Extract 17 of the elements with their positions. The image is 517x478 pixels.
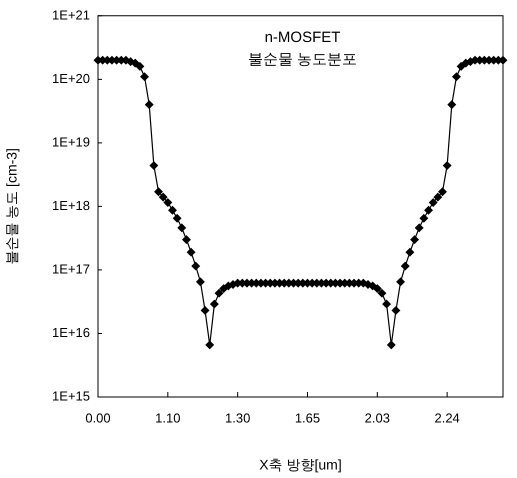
y-tick-label: 1E+15 — [52, 388, 90, 404]
x-tick-label: 0.00 — [85, 410, 111, 426]
text: n-MOSFET — [264, 28, 340, 46]
x-axis-title: X축 방향[um] — [259, 456, 342, 472]
y-tick-label: 1E+19 — [52, 134, 90, 150]
y-axis-title: 불순물 농도 [cm-3] — [3, 148, 20, 265]
x-tick-label: 1.30 — [225, 410, 250, 426]
x-tick-label: 2.24 — [434, 410, 460, 426]
text: 불순물 농도분포 — [248, 50, 358, 68]
y-tick-label: 1E+21 — [52, 7, 90, 22]
y-tick-label: 1E+20 — [52, 70, 90, 86]
x-tick-label: 1.65 — [294, 410, 320, 426]
x-tick-label: 2.03 — [364, 410, 390, 426]
y-tick-label: 1E+17 — [52, 262, 90, 277]
x-tick-label: 1.10 — [155, 410, 180, 426]
y-tick-label: 1E+18 — [52, 198, 90, 213]
y-tick-label: 1E+16 — [52, 325, 90, 340]
